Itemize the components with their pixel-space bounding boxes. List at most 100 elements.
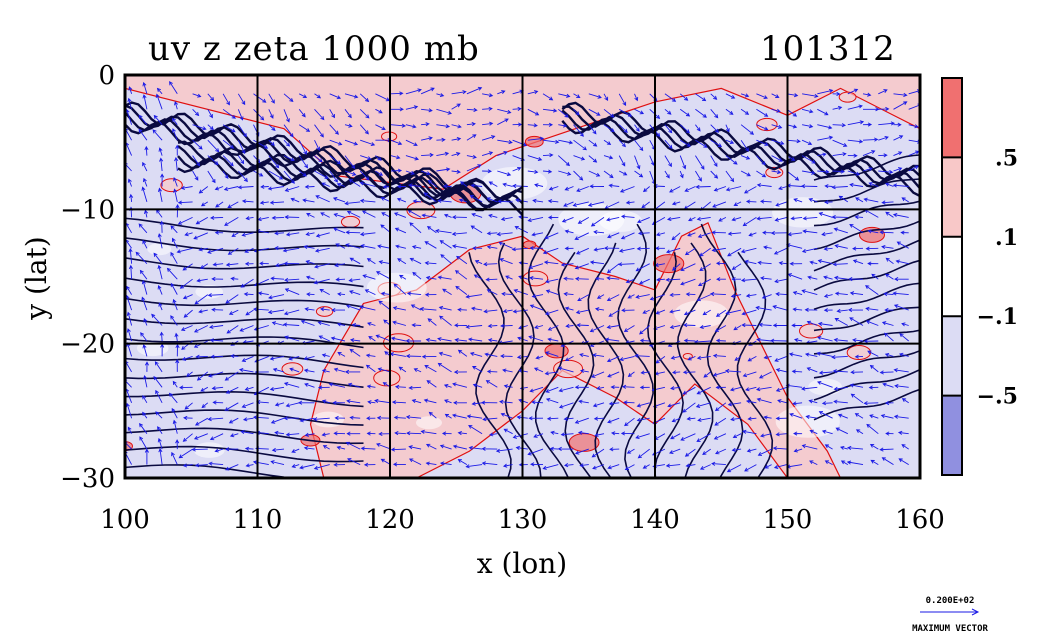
chart-title: uv z zeta 1000 mb [148,29,480,69]
wind-vector [550,430,559,435]
wind-vector [527,90,539,95]
colorbar-segment [942,157,962,237]
wind-vector [485,277,498,282]
wind-vector [322,445,330,450]
wind-vector [900,230,909,235]
wind-vector [557,446,574,451]
wind-vector [710,109,719,119]
wind-vector [349,257,361,265]
wind-vector [715,338,726,343]
wind-vector [410,304,422,311]
wind-vector [869,444,879,450]
wind-vector [144,448,149,465]
wind-vector [457,430,467,436]
wind-vector [481,135,496,141]
wind-vector [271,215,285,220]
vorticity-patch [315,306,334,317]
wind-vector [712,353,726,358]
wind-vector [878,170,894,175]
wind-vector [451,103,461,110]
wind-vector [365,364,376,373]
wind-vector [618,155,626,167]
wind-vector [683,323,696,328]
wind-vector [451,231,467,237]
wind-vector [360,155,372,161]
wind-vector [793,198,803,203]
x-tick-label: 150 [763,505,813,535]
wind-vector [182,463,193,468]
wind-vector [274,430,285,435]
wind-vector [839,445,848,450]
wind-vector [207,247,224,254]
wind-vector [390,123,407,128]
wind-vector [879,230,894,235]
wind-vector [486,369,498,374]
neutral-vorticity-patch [481,166,548,200]
wind-vector [774,355,787,362]
wind-vector [178,448,193,459]
wind-vector [242,417,254,422]
wind-vector [671,417,681,423]
wind-vector [832,91,841,97]
wind-vector [222,108,236,119]
wind-vector [573,108,580,116]
wind-vector [283,109,290,123]
wind-vector [157,233,163,249]
wind-vector [317,321,330,326]
wind-vector [377,244,391,249]
wind-vector [184,232,193,237]
wind-vector [893,122,902,127]
wind-vector [901,197,909,203]
wind-vector [854,354,864,359]
wind-vector [849,224,864,234]
wind-vector [502,182,513,187]
wind-vector [533,433,544,438]
wind-vector [528,335,544,342]
wind-vector [639,325,650,335]
wind-vector [500,323,513,328]
wind-vector [244,386,254,391]
wind-vector [304,382,315,388]
wind-vector [240,278,254,288]
coastal-contour [561,109,920,190]
wind-vector [196,278,208,283]
wind-vector [801,444,818,450]
wind-vector [194,463,208,468]
wind-vector [502,309,513,314]
wind-vector [393,283,407,295]
neutral-vorticity-patch [558,203,625,236]
wind-vector [711,230,726,235]
wind-vector [548,186,559,191]
wind-vector [155,93,163,110]
wind-vector [129,193,134,202]
wind-vector [487,323,498,329]
wind-vector [655,356,666,364]
wind-vector [174,100,179,110]
coastal-contour [125,104,497,205]
wind-vector [561,216,574,223]
wind-vector [725,309,742,315]
wind-vector [175,439,180,450]
wind-vector [695,155,705,170]
wind-vector [804,352,818,357]
wind-vector [897,430,909,435]
wind-vector [881,457,894,465]
wind-vector [837,413,848,419]
wind-vector [500,353,513,359]
wind-vector [702,448,711,456]
wind-vector [558,93,571,98]
wind-vector [270,460,285,466]
wind-vector [755,386,772,392]
wind-vector [144,145,149,156]
wind-vector [394,384,406,389]
wind-vector [756,139,769,146]
wind-vector [656,277,665,282]
wind-vector [437,362,452,373]
wind-vector [413,368,422,373]
wind-vector [160,173,165,187]
wind-vector [832,139,848,147]
wind-vector [314,140,320,151]
x-axis-label: x (lon) [477,547,567,580]
wind-vector [512,139,528,147]
wind-vector [511,247,528,252]
